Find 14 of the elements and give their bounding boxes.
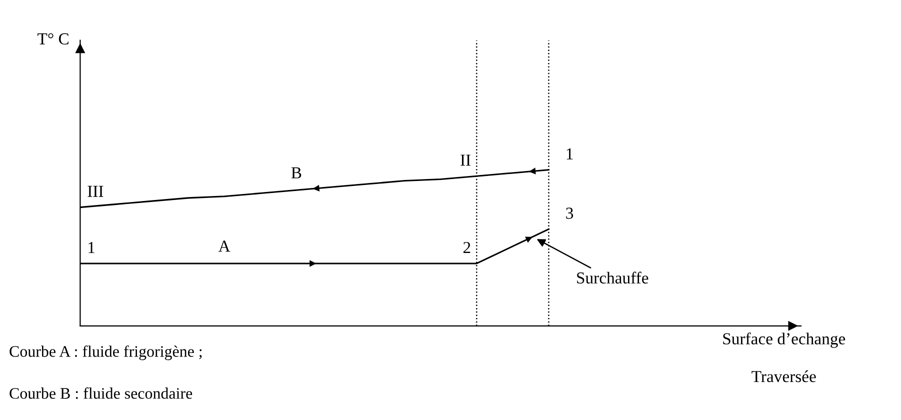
annotation: III [88,186,104,197]
text: Surface d’echange [723,332,846,348]
series-label: A [218,240,230,252]
annotation: 2 [463,242,470,253]
text: Courbe A : fluide frigorigène ; [10,345,202,360]
text: Surchauffe [577,272,648,284]
text: T° C [38,33,68,44]
text: II [460,154,470,166]
text: 1 [566,148,573,160]
text: Courbe B : fluide secondaire [10,387,192,399]
series-label: B [291,167,302,178]
text: Traversée [752,370,816,382]
annotation: 1 [88,242,94,253]
annotation: 3 [566,208,574,219]
